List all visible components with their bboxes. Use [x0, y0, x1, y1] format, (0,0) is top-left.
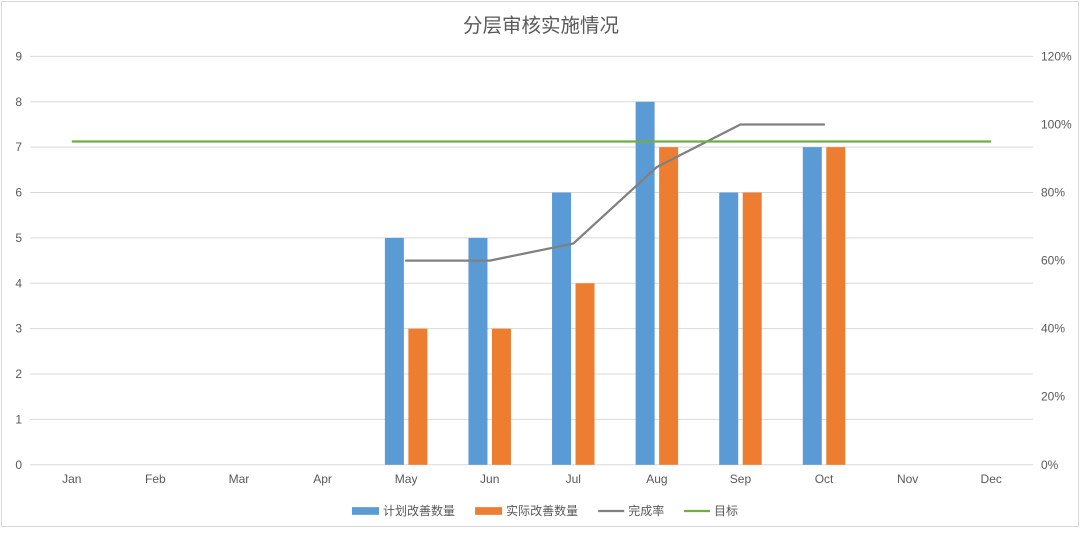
svg-text:Jun: Jun	[480, 472, 499, 486]
svg-text:0: 0	[15, 458, 22, 472]
svg-text:May: May	[395, 472, 418, 486]
svg-text:5: 5	[15, 231, 22, 245]
svg-text:计划改善数量: 计划改善数量	[383, 503, 455, 518]
svg-text:3: 3	[15, 322, 22, 336]
svg-text:120%: 120%	[1041, 49, 1072, 63]
svg-text:Apr: Apr	[313, 472, 332, 486]
svg-text:2: 2	[15, 367, 22, 381]
svg-text:Aug: Aug	[646, 472, 667, 486]
svg-text:Dec: Dec	[981, 472, 1002, 486]
svg-text:Jul: Jul	[566, 472, 581, 486]
svg-text:4: 4	[15, 276, 22, 290]
svg-text:40%: 40%	[1041, 322, 1065, 336]
svg-text:Feb: Feb	[145, 472, 166, 486]
svg-text:Nov: Nov	[897, 472, 918, 486]
svg-text:9: 9	[15, 49, 22, 63]
svg-text:Oct: Oct	[815, 472, 834, 486]
svg-text:Jan: Jan	[62, 472, 81, 486]
svg-text:0%: 0%	[1041, 458, 1059, 472]
svg-text:完成率: 完成率	[628, 503, 664, 518]
svg-text:7: 7	[15, 140, 22, 154]
svg-text:实际改善数量: 实际改善数量	[506, 503, 578, 518]
svg-text:目标: 目标	[714, 504, 738, 518]
svg-text:80%: 80%	[1041, 186, 1065, 200]
svg-text:20%: 20%	[1041, 390, 1065, 404]
svg-text:60%: 60%	[1041, 254, 1065, 268]
svg-text:6: 6	[15, 186, 22, 200]
svg-text:Mar: Mar	[229, 472, 250, 486]
svg-text:1: 1	[15, 412, 22, 426]
svg-text:Sep: Sep	[730, 472, 752, 486]
svg-text:100%: 100%	[1041, 117, 1072, 131]
svg-text:8: 8	[15, 95, 22, 109]
